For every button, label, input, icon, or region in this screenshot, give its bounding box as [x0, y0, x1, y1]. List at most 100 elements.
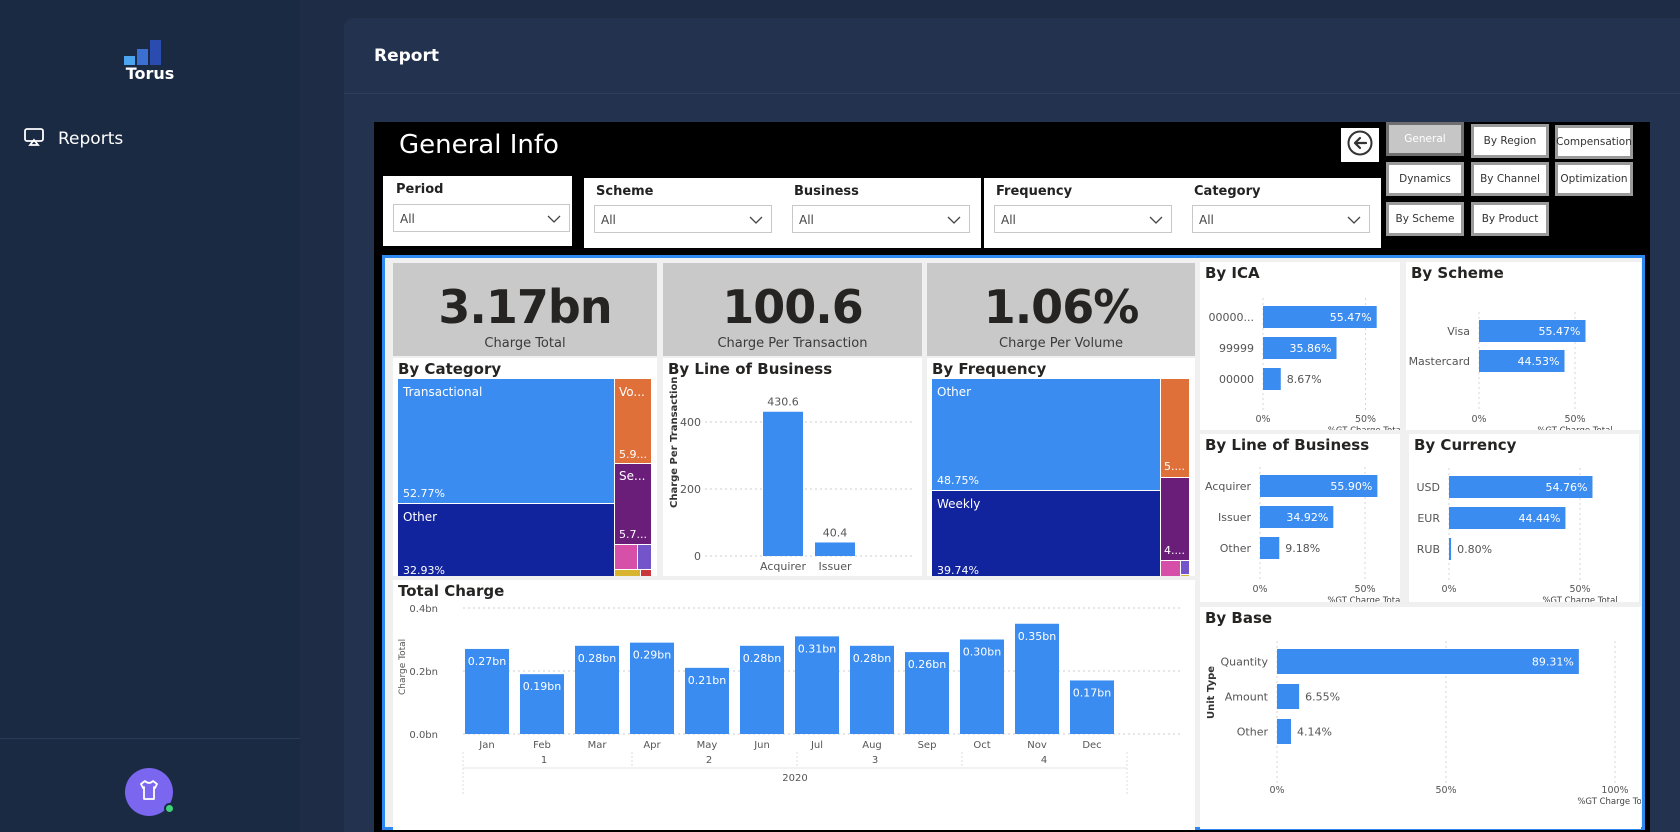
- quarter-label: 1: [541, 755, 547, 766]
- by-currency-visual[interactable]: By Currency 0% 50% %GT Charge Total USD 54.7…: [1409, 434, 1639, 602]
- by-line-of-business-cpt-visual[interactable]: By Line of Business Charge Per Transacti…: [663, 358, 922, 576]
- y-tick-label: 00000...: [1209, 311, 1254, 324]
- bar-oct: [960, 639, 1004, 734]
- treemap-cell-vo: [615, 379, 651, 463]
- data-label: 0.26bn: [908, 658, 946, 671]
- data-label: 0.28bn: [743, 652, 781, 665]
- bar-dec: [1070, 680, 1114, 734]
- bar-issuer: [815, 542, 855, 556]
- by-ica-visual[interactable]: By ICA 0% 50%%GT Charge Total 00000... 55.4…: [1200, 262, 1400, 430]
- x-tick-label: Jul: [810, 740, 823, 751]
- bar-99999: [1263, 337, 1337, 359]
- x-tick-label: Apr: [643, 740, 661, 751]
- visual-title: By Line of Business: [1205, 436, 1370, 454]
- kpi-charge-per-transaction[interactable]: 100.6 Charge Per Transaction: [663, 263, 922, 356]
- x-axis-title: %GT Charge Total: [1327, 596, 1400, 602]
- treemap-cell-other: [932, 379, 1160, 490]
- x-tick-label: Aug: [862, 740, 882, 751]
- data-label: 0.31bn: [798, 642, 836, 655]
- bar-other: [1277, 719, 1291, 744]
- y-tick-label: 99999: [1219, 342, 1254, 355]
- torus-logo[interactable]: Torus: [122, 37, 178, 85]
- business-dropdown-value: All: [799, 213, 814, 227]
- visual-title: By Category: [398, 360, 502, 378]
- by-frequency-visual[interactable]: By Frequency Other 48.75% Weekly 39.74% …: [927, 358, 1195, 576]
- x-tick-label: 100%: [1601, 785, 1628, 796]
- avatar[interactable]: [125, 768, 175, 816]
- bar-may: [685, 667, 729, 734]
- by-category-visual[interactable]: By Category Transactional 52.77% Other 3…: [393, 358, 657, 576]
- nav-button-optimization[interactable]: Optimization: [1555, 162, 1633, 196]
- y-tick-label: Other: [1237, 726, 1269, 739]
- chevron-down-icon: [947, 214, 961, 228]
- y-tick-label: Visa: [1447, 325, 1470, 338]
- treemap-cell-small: [1161, 561, 1180, 576]
- x-tick-label: May: [697, 740, 718, 751]
- bar-issuer: [1260, 506, 1334, 528]
- back-button[interactable]: [1341, 128, 1379, 162]
- treemap-label: Vo...: [619, 385, 645, 399]
- frequency-category-filter-panel: Frequency All Category All: [984, 178, 1381, 248]
- chevron-down-icon: [1149, 214, 1163, 228]
- total-charge-visual[interactable]: Total Charge Charge Total 0.4bn 0.2bn 0.…: [393, 580, 1195, 830]
- nav-button-dynamics[interactable]: Dynamics: [1386, 162, 1464, 196]
- period-dropdown[interactable]: All: [393, 204, 570, 232]
- category-dropdown[interactable]: All: [1192, 205, 1370, 233]
- report-title: General Info: [399, 130, 559, 160]
- bar-other: [1260, 537, 1280, 559]
- data-label: 0.28bn: [578, 652, 616, 665]
- back-arrow-icon: [1346, 129, 1374, 161]
- y-tick-label: Issuer: [1218, 511, 1251, 524]
- visual-title: By Base: [1205, 609, 1273, 627]
- monitor-icon: [24, 127, 44, 152]
- treemap-label: Transactional: [402, 385, 482, 399]
- y-tick-label: 0.4bn: [409, 604, 438, 615]
- nav-button-compensation[interactable]: Compensation: [1555, 125, 1633, 159]
- scheme-dropdown-value: All: [601, 213, 616, 227]
- y-tick-label: USD: [1416, 481, 1440, 494]
- category-dropdown-value: All: [1199, 213, 1214, 227]
- nav-button-by-region[interactable]: By Region: [1471, 124, 1549, 158]
- scheme-filter-label: Scheme: [596, 184, 654, 199]
- y-axis-title: Unit Type: [1206, 666, 1217, 719]
- bar-apr: [630, 642, 674, 734]
- data-label: 89.31%: [1532, 656, 1574, 669]
- report-canvas: 3.17bn Charge Total 100.6 Charge Per Tra…: [382, 255, 1645, 830]
- scheme-dropdown[interactable]: All: [594, 205, 772, 233]
- nav-button-by-channel[interactable]: By Channel: [1471, 162, 1549, 196]
- scheme-business-filter-panel: Scheme All Business All: [584, 178, 981, 248]
- kpi-value: 3.17bn: [438, 280, 612, 334]
- bar-nov: [1015, 623, 1059, 734]
- nav-button-general[interactable]: General: [1386, 122, 1464, 156]
- x-tick-label: Dec: [1082, 740, 1101, 751]
- y-tick-label: 00000: [1219, 373, 1254, 386]
- data-label: 0.30bn: [963, 646, 1001, 659]
- treemap-label: Se...: [619, 469, 645, 483]
- nav-button-by-scheme[interactable]: By Scheme: [1386, 202, 1464, 236]
- x-tick-label: Mar: [588, 740, 608, 751]
- by-base-visual[interactable]: By Base 0% 50% 100%%GT Charge Total Unit Ty…: [1200, 607, 1641, 829]
- bar-00000-: [1263, 306, 1377, 328]
- bar-amount: [1277, 684, 1300, 709]
- frequency-dropdown[interactable]: All: [994, 205, 1172, 233]
- nav-button-by-product[interactable]: By Product: [1471, 202, 1549, 236]
- business-dropdown[interactable]: All: [792, 205, 970, 233]
- y-tick-label: 400: [680, 416, 701, 429]
- kpi-charge-per-volume[interactable]: 1.06% Charge Per Volume: [927, 263, 1195, 356]
- bar-rub: [1449, 538, 1452, 560]
- by-line-of-business-pct-visual[interactable]: By Line of Business 0% 50% %GT Charge Tota…: [1200, 434, 1400, 602]
- sidebar-item-label: Reports: [58, 129, 124, 149]
- y-tick-label: Acquirer: [1205, 480, 1251, 493]
- treemap-cell-small: [1161, 379, 1189, 477]
- sidebar: Torus Reports: [0, 0, 300, 832]
- visual-title: By ICA: [1205, 264, 1260, 282]
- by-scheme-visual[interactable]: By Scheme 0% 50%%GT Charge Total Visa 55.47…: [1406, 262, 1641, 430]
- page-title: Report: [374, 46, 439, 66]
- sidebar-item-reports[interactable]: Reports: [24, 126, 123, 152]
- treemap-label: Weekly: [937, 497, 980, 511]
- treemap-value-label: 32.93%: [403, 564, 445, 576]
- kpi-charge-total[interactable]: 3.17bn Charge Total: [393, 263, 657, 356]
- data-label: 0.28bn: [853, 652, 891, 665]
- y-tick-label: Mastercard: [1409, 355, 1470, 368]
- data-label: 55.47%: [1330, 311, 1372, 324]
